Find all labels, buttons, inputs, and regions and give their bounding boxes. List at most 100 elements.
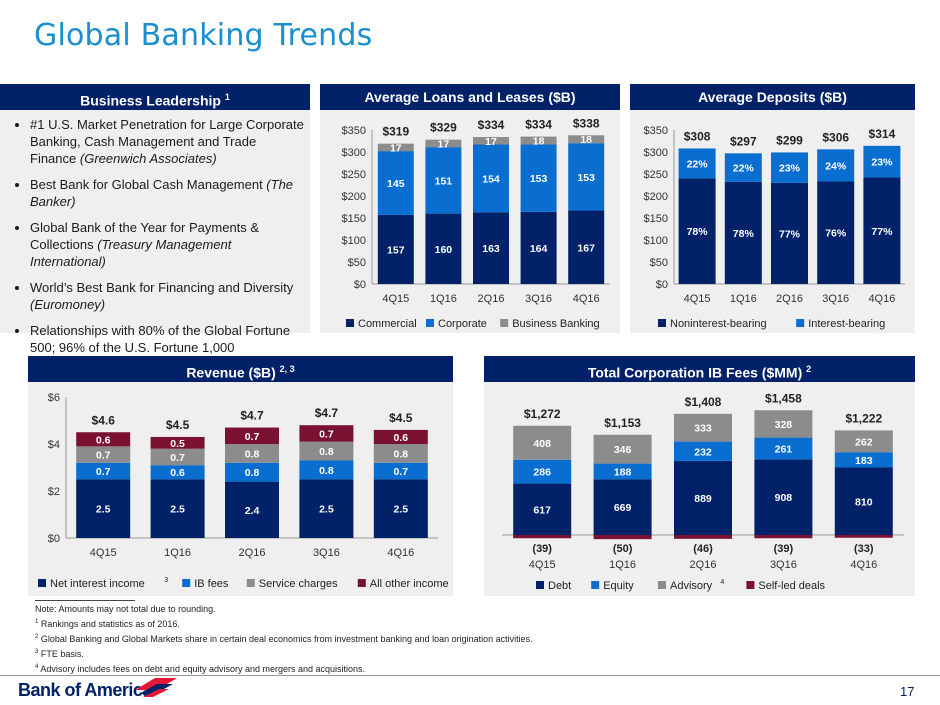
data-label: 77% <box>779 228 801 240</box>
bar-segment <box>520 211 557 284</box>
data-label: 286 <box>533 467 551 479</box>
bar-segment <box>473 212 509 284</box>
y-tick-label: $350 <box>644 125 668 137</box>
data-label: 0.6 <box>393 432 408 444</box>
leadership-header-text: Business Leadership <box>80 92 221 109</box>
data-label: 346 <box>614 444 632 456</box>
legend-swatch <box>182 579 191 587</box>
data-label: 889 <box>694 493 712 505</box>
data-label: 18 <box>533 136 545 148</box>
y-tick-label: $0 <box>354 279 366 291</box>
bar-segment <box>377 151 414 215</box>
data-label: 78% <box>733 228 755 240</box>
x-tick-label: 1Q16 <box>164 547 191 559</box>
data-label: 17 <box>390 142 402 154</box>
bar-segment <box>513 535 572 539</box>
data-label: 232 <box>694 446 712 458</box>
bullet-source: (Greenwich Associates) <box>79 151 217 166</box>
data-label: 23% <box>871 157 893 169</box>
y-tick-label: $250 <box>644 169 668 181</box>
legend-label: Service charges <box>259 578 338 590</box>
ibfees-header-text: Total Corporation IB Fees ($MM) <box>587 364 803 381</box>
leadership-bullet: Best Bank for Global Cash Management (Th… <box>30 176 306 210</box>
notes-divider <box>35 600 135 601</box>
total-label: $306 <box>822 130 849 144</box>
bar-segment <box>425 139 462 148</box>
leadership-bullets: #1 U.S. Market Penetration for Large Cor… <box>16 116 306 365</box>
footnote: 2 Global Banking and Global Markets shar… <box>35 631 533 646</box>
data-label: 0.7 <box>319 428 334 440</box>
legend-label: Debt <box>548 580 571 592</box>
leadership-header-sup: 1 <box>224 92 230 102</box>
x-tick-label: 3Q16 <box>525 293 552 305</box>
x-tick-label: 2Q16 <box>239 547 266 559</box>
bar-segment <box>513 483 572 535</box>
y-tick-label: $150 <box>342 213 366 225</box>
x-tick-label: 3Q16 <box>313 547 340 559</box>
legend-swatch <box>658 581 666 589</box>
y-tick-label: $0 <box>656 279 668 291</box>
bar-segment <box>377 214 414 284</box>
legend-swatch <box>346 319 354 327</box>
data-label: 18 <box>580 134 592 146</box>
revenue-header: Revenue ($B) 2, 3 <box>28 356 453 382</box>
y-tick-label: $100 <box>644 235 668 247</box>
bar-segment <box>150 465 205 480</box>
data-label: 0.6 <box>170 467 185 479</box>
x-tick-label: 4Q16 <box>868 293 895 305</box>
legend-label: Equity <box>603 580 634 592</box>
x-tick-label: 4Q15 <box>529 559 556 571</box>
leadership-bullet: World’s Best Bank for Financing and Dive… <box>30 279 306 313</box>
legend-swatch <box>591 581 600 589</box>
x-tick-label: 4Q16 <box>573 293 600 305</box>
footnote: 1 Rankings and statistics as of 2016. <box>35 616 533 631</box>
y-tick-label: $250 <box>342 169 366 181</box>
legend-sup: 4 <box>720 579 724 586</box>
total-label: $338 <box>573 116 600 130</box>
x-tick-label: 3Q16 <box>770 559 797 571</box>
y-tick-label: $4 <box>48 439 60 451</box>
bar-segment <box>593 479 652 535</box>
y-tick-label: $50 <box>650 257 668 269</box>
bank-logo-text: Bank of America <box>18 680 152 700</box>
bar-segment <box>674 441 732 461</box>
y-tick-label: $150 <box>644 213 668 225</box>
x-tick-label: 2Q16 <box>690 559 717 571</box>
bar-segment <box>754 410 813 438</box>
data-label: 261 <box>775 443 793 455</box>
data-label: 76% <box>825 228 847 240</box>
data-label: 810 <box>855 496 873 508</box>
bullet-source: (Treasury Management International) <box>30 237 232 269</box>
legend-label: Interest-bearing <box>808 318 885 330</box>
ibfees-chart: 617 286 408 (39) $1,272 4Q15 669 188 346 (50) $1,1… <box>502 391 904 592</box>
bullet-text: Relationships with 80% of the Global For… <box>30 323 291 355</box>
data-label: 0.7 <box>245 431 260 443</box>
bullet-source: (Euromoney) <box>30 297 106 312</box>
bar-segment <box>473 137 509 145</box>
flag-logo-icon <box>135 678 177 697</box>
data-label: (46) <box>693 543 713 555</box>
y-tick-label: $200 <box>342 191 366 203</box>
x-tick-label: 4Q16 <box>387 547 414 559</box>
data-label: 145 <box>387 178 405 190</box>
total-label: $299 <box>776 133 803 147</box>
legend-swatch <box>246 579 255 587</box>
data-label: 328 <box>775 419 793 431</box>
bar-segment <box>76 462 131 480</box>
x-tick-label: 4Q15 <box>382 293 409 305</box>
bullet-list: #1 U.S. Market Penetration for Large Cor… <box>16 116 306 356</box>
legend-swatch <box>746 581 755 589</box>
data-label: 0.8 <box>393 448 408 460</box>
y-tick-label: $2 <box>48 486 60 498</box>
bar-segment <box>76 479 131 538</box>
data-label: 2.5 <box>96 504 111 516</box>
bar-segment <box>513 459 572 484</box>
x-tick-label: 2Q16 <box>776 293 803 305</box>
bullet-text: Global Bank of the Year for Payments & C… <box>30 220 260 252</box>
bar-segment <box>299 460 354 480</box>
data-label: (39) <box>774 543 794 555</box>
bar-segment <box>678 178 716 284</box>
bar-segment <box>373 479 428 538</box>
x-tick-label: 4Q16 <box>850 559 877 571</box>
